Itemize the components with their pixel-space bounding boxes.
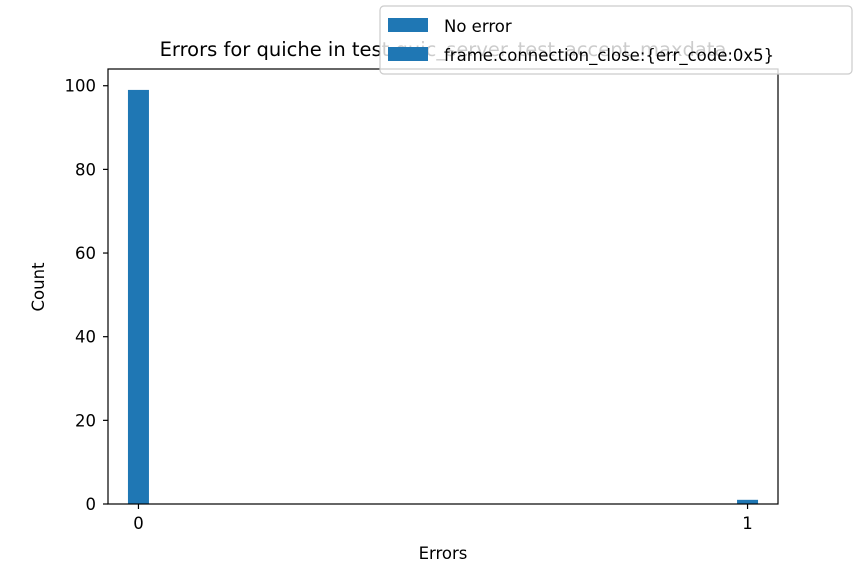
y-tick-label: 0 [86,495,97,514]
legend: No error frame.connection_close:{err_code… [379,5,853,75]
legend-label: No error [444,17,512,36]
y-tick-label: 60 [75,244,96,263]
legend-swatch [388,18,428,32]
legend-label: frame.connection_close:{err_code:0x5} [444,46,774,66]
y-axis: 0 20 40 60 80 100 [65,77,108,514]
x-tick-label: 0 [133,514,144,533]
legend-frame [379,5,853,75]
y-tick-label: 100 [65,77,97,96]
histogram-bar [127,89,149,505]
legend-swatch [388,47,428,61]
bars-layer [127,89,759,505]
y-tick-label: 40 [75,328,96,347]
x-tick-label: 1 [742,514,753,533]
y-tick-label: 20 [75,411,96,430]
y-tick-label: 80 [75,160,96,179]
histogram-bar [737,499,759,504]
plot-area-frame [107,68,779,505]
y-axis-label: Count [29,262,48,312]
x-axis-label: Errors [419,544,468,563]
